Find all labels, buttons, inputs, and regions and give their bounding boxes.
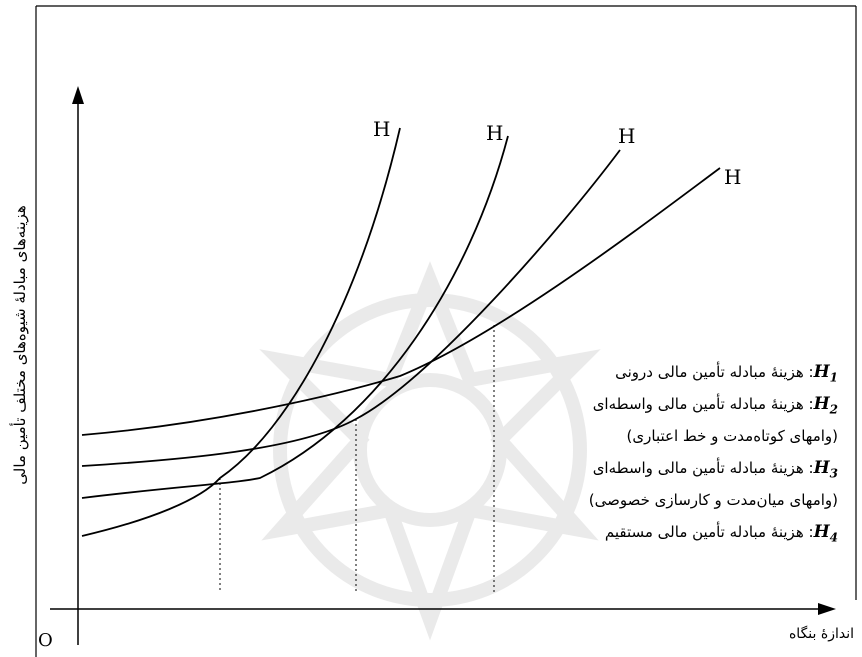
watermark-emblem <box>259 261 601 641</box>
legend-key: H3 <box>813 458 838 481</box>
curve-h4 <box>81 167 721 436</box>
legend-key: H1 <box>813 362 838 385</box>
figure-frame <box>35 5 857 657</box>
legend: H1: هزینهٔ مبادله تأمین مالی درونی H2: ه… <box>418 356 838 548</box>
cost-curves <box>81 127 721 537</box>
legend-row-h1: H1: هزینهٔ مبادله تأمین مالی درونی <box>418 356 838 388</box>
legend-key: H4 <box>813 522 838 545</box>
curve-h3 <box>81 149 621 467</box>
intersection-guides <box>219 325 495 592</box>
legend-row-h2-cont: (وامهای کوتاه‌مدت و خط اعتباری) <box>418 420 838 452</box>
legend-key: H2 <box>813 394 838 417</box>
axes <box>50 86 836 645</box>
origin-label: O <box>38 630 53 651</box>
curve-h2 <box>81 135 509 499</box>
legend-text: : هزینهٔ مبادله تأمین مالی واسطه‌ای <box>592 395 814 413</box>
legend-row-h4: H4: هزینهٔ مبادله تأمین مالی مستقیم <box>418 516 838 548</box>
y-axis-arrow <box>72 86 84 104</box>
curve-label-h2: H <box>486 121 504 145</box>
x-axis-label: اندازهٔ بنگاه <box>788 626 854 642</box>
legend-text: : هزینهٔ مبادله تأمین مالی مستقیم <box>604 523 814 541</box>
curve-label-h3: H <box>618 124 636 148</box>
curve-label-h1: H <box>373 117 391 141</box>
legend-row-h3: H3: هزینهٔ مبادله تأمین مالی واسطه‌ای <box>418 452 838 484</box>
curve-label-h4: H <box>724 165 742 189</box>
curve-h1 <box>81 127 401 537</box>
legend-row-h3-cont: (وامهای میان‌مدت و کارسازی خصوصی) <box>418 484 838 516</box>
legend-text: : هزینهٔ مبادله تأمین مالی درونی <box>615 363 814 381</box>
y-axis-label: هزینه‌های مبادلهٔ شیوه‌های مختلف تأمین م… <box>11 205 29 485</box>
legend-text: (وامهای میان‌مدت و کارسازی خصوصی) <box>588 491 838 509</box>
legend-text: (وامهای کوتاه‌مدت و خط اعتباری) <box>626 427 838 445</box>
x-axis-arrow <box>818 603 836 615</box>
legend-text: : هزینهٔ مبادله تأمین مالی واسطه‌ای <box>592 459 814 477</box>
legend-row-h2: H2: هزینهٔ مبادله تأمین مالی واسطه‌ای <box>418 388 838 420</box>
